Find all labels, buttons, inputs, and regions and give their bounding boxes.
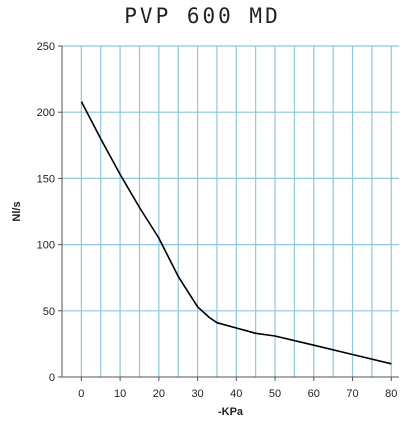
- x-tick-label: 0: [78, 388, 84, 400]
- series-line: [80, 101, 392, 365]
- tick-labels: 0 50 100 150 200 250 0 10 20 30 40 50 60 70 80: [37, 41, 398, 400]
- y-axis-label: Nl/s: [11, 201, 23, 221]
- y-tick-label: 250: [37, 41, 55, 53]
- x-tick-label: 60: [308, 388, 320, 400]
- x-tick-label: 40: [230, 388, 242, 400]
- x-axis-label: -KPa: [218, 406, 244, 418]
- axes: [58, 45, 399, 381]
- y-tick-label: 100: [37, 240, 55, 252]
- x-tick-label: 50: [269, 388, 281, 400]
- grid: [62, 45, 399, 377]
- y-tick-label: 50: [43, 306, 55, 318]
- y-tick-label: 150: [37, 173, 55, 185]
- y-tick-label: 0: [49, 372, 55, 384]
- x-tick-label: 80: [385, 388, 397, 400]
- chart-title: PVP 600 MD: [124, 4, 281, 28]
- y-tick-label: 200: [37, 107, 55, 119]
- series-layer: [80, 101, 392, 365]
- x-tick-label: 20: [153, 388, 165, 400]
- x-tick-label: 70: [346, 388, 358, 400]
- x-tick-label: 30: [191, 388, 203, 400]
- x-tick-label: 10: [114, 388, 126, 400]
